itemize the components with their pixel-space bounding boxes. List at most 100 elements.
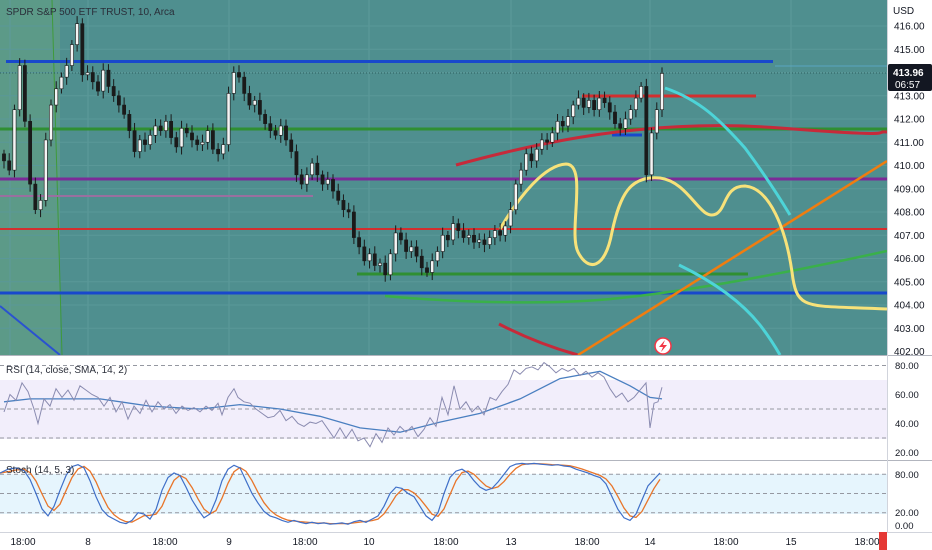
candle-body: [190, 132, 194, 141]
time-tick-label: 13: [505, 537, 517, 548]
candle-body: [409, 246, 414, 252]
candle-body: [268, 123, 273, 131]
candle-body: [28, 121, 33, 185]
candle-body: [346, 209, 351, 213]
candle-body: [649, 132, 654, 176]
candle-body: [555, 121, 560, 134]
candle-body: [560, 121, 565, 127]
candle-body: [644, 86, 649, 176]
candle-body: [310, 162, 315, 176]
candle-body: [336, 190, 341, 201]
candle-body: [101, 69, 106, 92]
candle-body: [628, 109, 633, 120]
cyan-lower-curve[interactable]: [678, 263, 782, 355]
candle-body: [148, 134, 153, 145]
price-tick-label: 410.00: [894, 161, 925, 172]
stoch-tick-label: 80.00: [895, 470, 919, 481]
countdown: 06:57: [895, 80, 920, 91]
candle-body: [43, 139, 48, 201]
rsi-tick-label: 60.00: [895, 390, 919, 401]
candle-body: [299, 174, 304, 185]
candle-body: [132, 130, 137, 152]
lightning-bolt-icon[interactable]: [654, 337, 672, 355]
candle-body: [425, 267, 429, 273]
price-tick-label: 408.00: [894, 208, 925, 219]
red-arc-curve[interactable]: [455, 124, 887, 167]
candle-body: [179, 128, 184, 148]
last-price-tag: 413.96 06:57: [888, 64, 932, 91]
orange-trendline[interactable]: [577, 159, 887, 355]
time-tick-label: 15: [785, 537, 797, 548]
time-tick-label: 14: [644, 537, 656, 548]
candle-body: [158, 125, 163, 131]
candle-body: [482, 239, 487, 245]
candle-body: [545, 139, 550, 143]
candle-body: [116, 95, 121, 106]
candle-body: [7, 160, 12, 171]
candle-body: [137, 139, 142, 152]
candle-body: [613, 111, 617, 124]
candle-body: [576, 97, 581, 106]
stoch-k-line: [0, 462, 661, 525]
rsi-label: RSI (14, close, SMA, 14, 2): [6, 365, 127, 376]
candle-body: [122, 104, 127, 115]
candle-body: [304, 174, 309, 185]
candle-body: [519, 169, 523, 185]
candle-body: [607, 102, 612, 113]
green-curve[interactable]: [384, 249, 887, 304]
candle-body: [351, 211, 356, 238]
candle-body: [492, 230, 497, 238]
price-tick-label: 409.00: [894, 184, 925, 195]
candle-body: [64, 65, 69, 78]
candle-body: [320, 174, 325, 185]
candle-body: [472, 234, 476, 243]
yellow-projection-curve[interactable]: [498, 162, 887, 311]
candle-body: [252, 100, 257, 106]
candle-body: [143, 139, 147, 145]
candle-body: [550, 132, 555, 143]
candle-body: [153, 125, 158, 136]
candle-body: [487, 237, 492, 245]
candle-body: [226, 93, 231, 145]
candle-body: [419, 255, 424, 269]
cyan-upper-curve[interactable]: [664, 86, 792, 216]
price-tick-label: 402.00: [894, 347, 925, 358]
stoch-label: Stoch (14, 5, 3): [6, 465, 74, 476]
candle-body: [237, 72, 241, 78]
candle-body: [169, 121, 174, 138]
candle-body: [200, 141, 205, 145]
candle-body: [388, 253, 393, 276]
stoch-tick-label: 0.00: [895, 521, 914, 532]
candle-body: [184, 128, 189, 134]
candle-body: [90, 72, 95, 83]
candle-body: [247, 93, 252, 106]
candle-body: [414, 246, 419, 257]
time-tick-label: 18:00: [574, 537, 599, 548]
candle-body: [85, 72, 90, 76]
candle-body: [69, 44, 74, 66]
candle-body: [466, 234, 471, 238]
price-tick-label: 406.00: [894, 254, 925, 265]
time-tick-label: 18:00: [152, 537, 177, 548]
candle-body: [341, 200, 346, 210]
candle-body: [539, 139, 544, 150]
candle-body: [216, 148, 221, 155]
candle-body: [477, 239, 482, 243]
candle-body: [257, 100, 262, 115]
candle-body: [503, 225, 508, 236]
price-tick-label: 415.00: [894, 45, 925, 56]
candle-body: [597, 97, 602, 110]
candle-body: [242, 76, 247, 94]
candle-body: [289, 139, 294, 152]
price-tick-label: 404.00: [894, 301, 925, 312]
candle-body: [602, 97, 607, 104]
blue-diagonal-line[interactable]: [0, 305, 61, 355]
candle-body: [592, 100, 597, 111]
candle-body: [325, 179, 330, 185]
candle-body: [315, 162, 320, 176]
candle-body: [367, 253, 372, 262]
candle-body: [210, 130, 215, 150]
red-lower-arc[interactable]: [498, 322, 579, 355]
